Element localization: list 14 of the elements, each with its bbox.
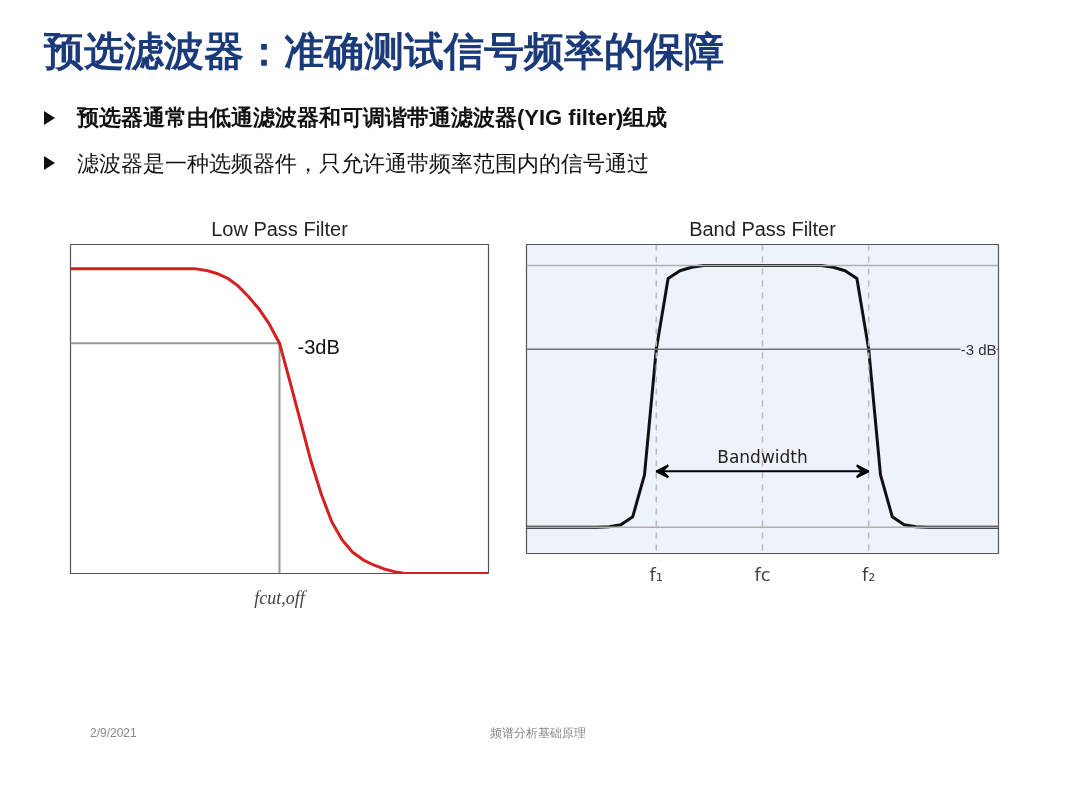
chart-title: Low Pass Filter [211,217,349,240]
text: 频谱分析基础原理 [490,726,586,740]
text: 滤波器是一种选频器件，只允许通带频率范围内的信号通过 [76,149,650,178]
text: 预选器通常由低通滤波器和可调谐带通滤波器(YIG filter)组成 [75,104,669,133]
x-axis-title: fcut,off [254,587,308,608]
x-tick-label: f₁ [649,563,664,585]
annotation: Bandwidth [717,447,808,468]
x-tick-label: f₂ [861,563,876,585]
chart-title: Band Pass Filter [689,217,837,240]
annotation: -3dB [297,336,340,359]
text: 预选滤波器：准确测试信号频率的保障 [44,28,724,76]
ref-line-label: -3 dB [960,340,997,358]
x-tick-label: fc [754,563,771,585]
text: 2/9/2021 [90,726,137,740]
